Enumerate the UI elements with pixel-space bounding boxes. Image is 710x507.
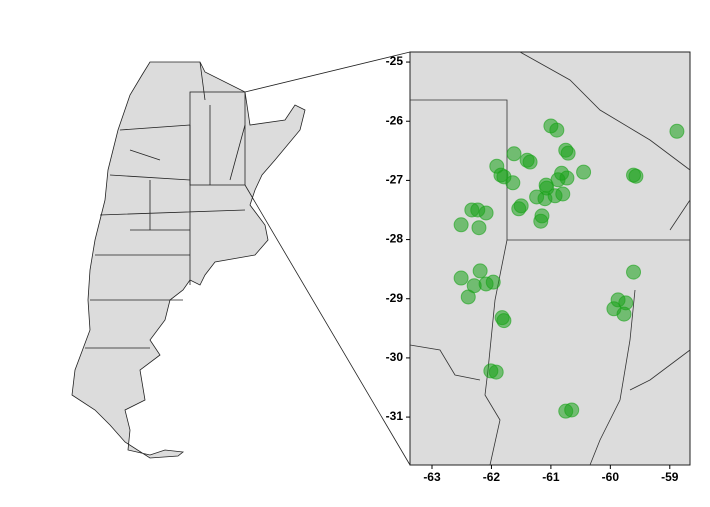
argentina-map [71,51,411,466]
sample-point [460,289,476,305]
x-tick-label: -63 [423,470,441,484]
y-tick-label: -25 [386,54,404,68]
sample-point [549,122,565,138]
province-borders [85,61,246,349]
sample-point [472,263,488,279]
y-tick-label: -30 [386,350,404,364]
y-tick-label: -26 [386,113,404,127]
sample-point [555,186,571,202]
sample-point [560,145,576,161]
inset-background [409,51,691,466]
y-tick-label: -27 [386,173,404,187]
x-tick-label: -62 [483,470,501,484]
sample-point [626,167,642,183]
x-tick-label: -60 [602,470,620,484]
y-tick-label: -29 [386,291,404,305]
x-tick-label: -59 [661,470,679,484]
sample-point [496,313,512,329]
inset-borders [409,51,691,466]
sample-point [485,274,501,290]
sample-point [505,175,521,191]
sample-point [470,202,486,218]
sample-point [576,164,592,180]
sample-point [550,172,566,188]
sample-point [488,364,504,380]
sample-point [669,123,685,139]
y-tick-label: -28 [386,232,404,246]
sample-point [506,146,522,162]
sample-point [511,201,527,217]
sample-point [471,220,487,236]
y-tick-label: -31 [386,409,404,423]
sample-point [626,264,642,280]
sample-point [616,306,632,322]
sample-point [533,213,549,229]
sample-point [522,154,538,170]
inset-map [409,51,691,466]
connector [244,184,411,466]
sample-point [453,270,469,286]
country-outline [71,61,306,459]
sample-point [564,402,580,418]
sample-point [453,217,469,233]
connector [244,51,411,93]
inset-box [189,91,246,186]
x-tick-label: -61 [542,470,560,484]
